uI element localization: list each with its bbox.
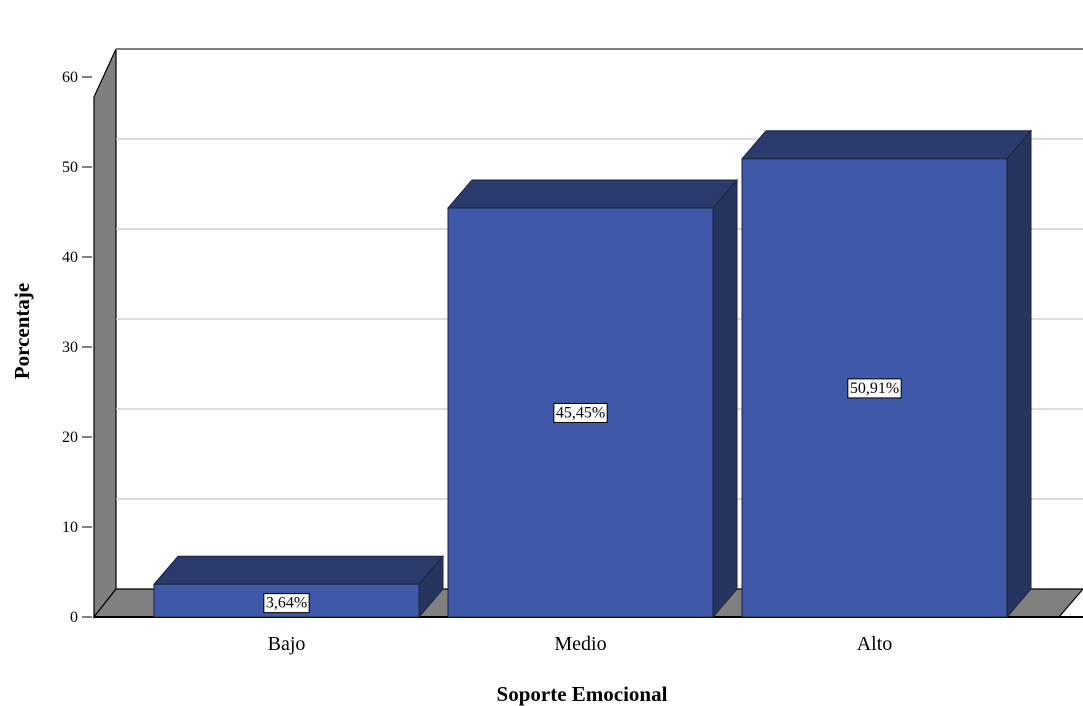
y-tick-label: 50 [62, 159, 78, 176]
x-tick-label: Medio [554, 633, 606, 655]
bar-side-face [712, 178, 738, 619]
bar [740, 129, 1033, 619]
y-axis-title: Porcentaje [10, 283, 34, 379]
y-tick-label: 40 [62, 249, 78, 266]
data-label-box [553, 402, 608, 423]
data-label-text: 45,45% [556, 404, 605, 421]
x-tick-label: Alto [857, 633, 893, 655]
data-label-box [263, 593, 310, 614]
y-tick-label: 20 [62, 429, 78, 446]
data-label: 3,64% [263, 593, 310, 614]
y-tick-label: 30 [62, 339, 78, 356]
data-labels: 3,64% 45,45% 50,91% [263, 378, 902, 614]
x-axis-ticks: Bajo Medio Alto [268, 633, 893, 655]
data-label: 45,45% [553, 402, 608, 423]
bar [152, 554, 445, 619]
data-label-text: 50,91% [850, 380, 899, 397]
left-wall [93, 48, 117, 619]
x-axis-title: Soporte Emocional [497, 682, 668, 706]
y-tick-label: 0 [70, 609, 78, 626]
bar-top-face [446, 179, 739, 209]
data-label-text: 3,64% [266, 595, 307, 612]
x-tick-label: Bajo [268, 633, 306, 655]
y-axis-ticks: 0 10 20 30 40 50 60 [62, 69, 92, 626]
data-label-box [847, 378, 902, 399]
bar-top-face [152, 555, 445, 585]
data-label: 50,91% [847, 378, 902, 399]
bars [152, 129, 1033, 619]
bar-top-face [740, 130, 1033, 160]
bar-side-face [1006, 129, 1032, 619]
bar [446, 178, 739, 619]
y-tick-label: 10 [62, 519, 78, 536]
y-tick-label: 60 [62, 69, 78, 86]
